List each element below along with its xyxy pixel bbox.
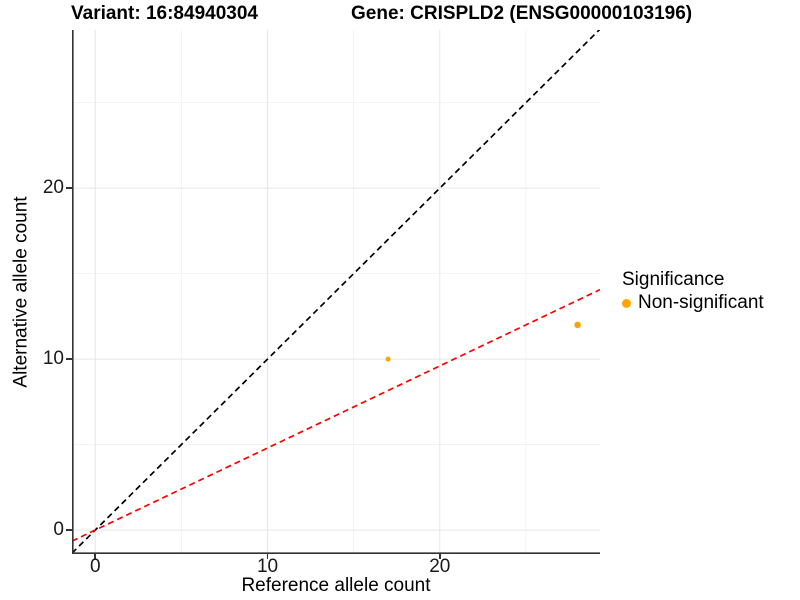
x-tick-mark <box>438 554 441 559</box>
y-tick-label: 10 <box>42 348 64 370</box>
legend-items: Non-significant <box>622 292 764 314</box>
legend: Significance Non-significant <box>622 269 764 314</box>
fit-line <box>72 288 600 542</box>
x-tick-label: 0 <box>89 556 101 577</box>
identity-line <box>72 30 600 554</box>
y-tick-mark <box>66 187 72 189</box>
variant-title: Variant: 16:84940304 <box>71 3 258 24</box>
y-tick-label: 0 <box>53 519 64 541</box>
y-tick-mark <box>66 529 72 531</box>
plot-panel <box>72 30 600 554</box>
y-tick-label: 20 <box>42 177 64 199</box>
gene-title: Gene: CRISPLD2 (ENSG00000103196) <box>351 3 693 24</box>
legend-point-icon <box>622 298 631 308</box>
legend-item-label: Non-significant <box>638 292 764 313</box>
x-tick-label: 10 <box>256 556 279 577</box>
x-tick-mark <box>266 554 269 559</box>
x-tick-mark <box>94 554 97 559</box>
data-point <box>574 321 581 329</box>
y-tick-mark <box>66 358 72 360</box>
data-point <box>385 356 391 362</box>
x-axis-label: Reference allele count <box>241 575 431 596</box>
x-tick-label: 20 <box>429 556 451 577</box>
legend-title: Significance <box>622 269 725 290</box>
legend-item: Non-significant <box>622 292 764 314</box>
